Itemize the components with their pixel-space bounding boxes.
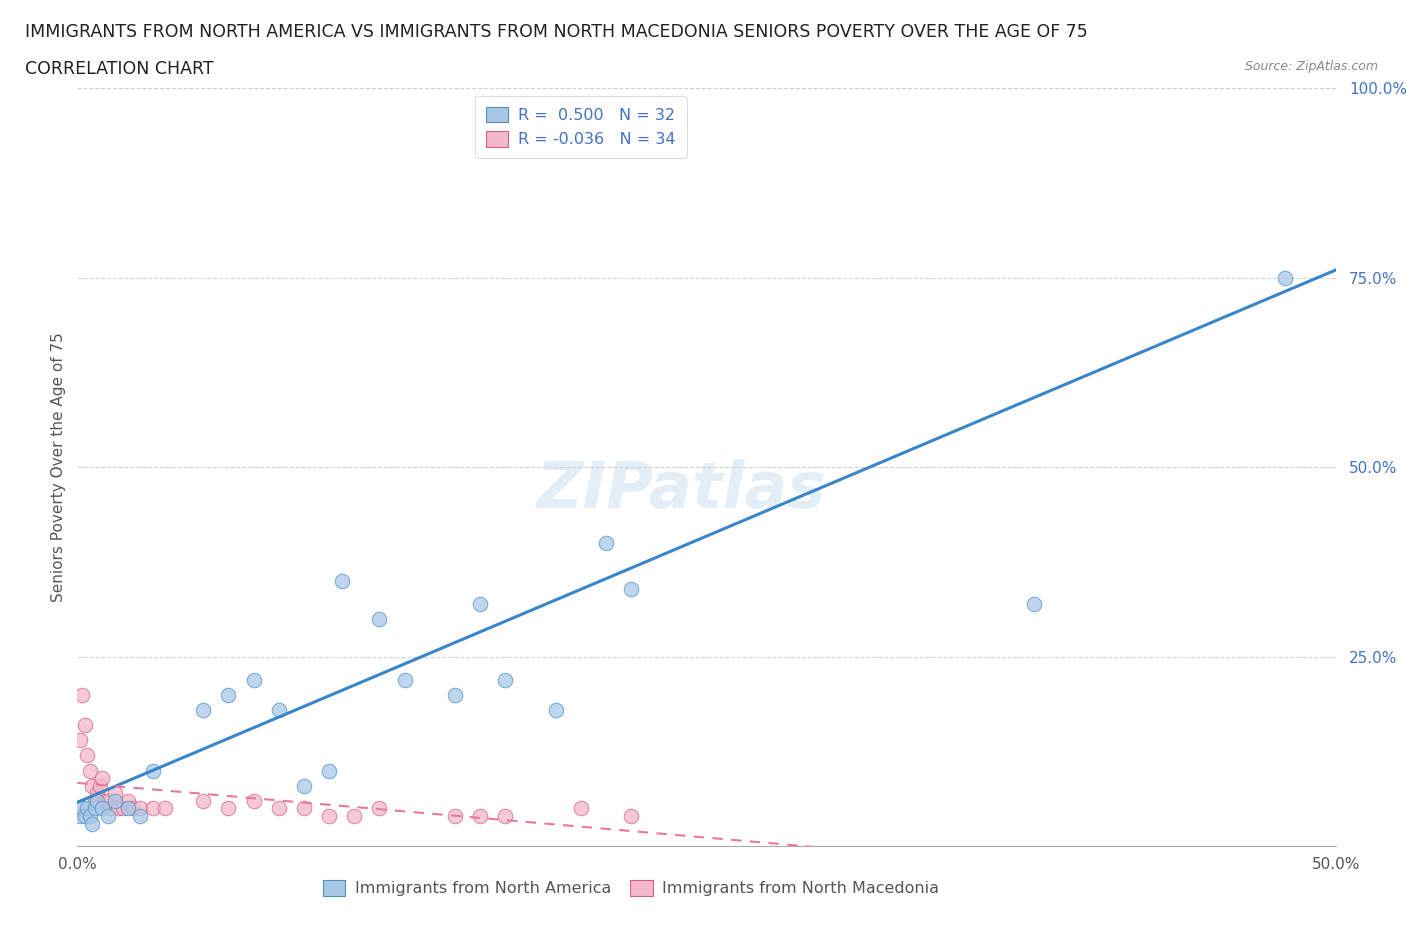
Point [76, 801, 98, 816]
Point [76, 748, 98, 763]
Point [107, 801, 129, 816]
Point [343, 808, 366, 823]
Point [79, 808, 101, 823]
Point [620, 808, 643, 823]
Point [242, 672, 264, 687]
Point [69, 733, 91, 748]
Point [96, 808, 118, 823]
Point [96, 793, 118, 808]
Point [1274, 271, 1296, 286]
Point [368, 612, 391, 627]
Point [89, 778, 111, 793]
Point [117, 801, 139, 816]
Point [330, 574, 353, 589]
Point [86, 786, 108, 801]
Point [73, 718, 96, 733]
Legend: Immigrants from North America, Immigrants from North Macedonia: Immigrants from North America, Immigrant… [316, 874, 946, 903]
Point [494, 808, 516, 823]
Point [191, 702, 215, 717]
Text: CORRELATION CHART: CORRELATION CHART [25, 60, 214, 78]
Point [104, 793, 127, 808]
Point [111, 801, 134, 816]
Point [267, 702, 290, 717]
Point [155, 801, 177, 816]
Point [468, 596, 491, 611]
Point [368, 801, 391, 816]
Point [444, 808, 467, 823]
Text: ZIPatlas: ZIPatlas [537, 459, 827, 521]
Point [86, 793, 108, 808]
Point [242, 793, 264, 808]
Point [267, 801, 290, 816]
Point [91, 771, 114, 786]
Point [142, 801, 165, 816]
Point [217, 801, 239, 816]
Point [72, 687, 94, 702]
Point [82, 817, 104, 831]
Point [91, 801, 114, 816]
Point [98, 801, 121, 816]
Point [84, 793, 107, 808]
Point [82, 778, 104, 793]
Point [1022, 596, 1045, 611]
Point [129, 801, 152, 816]
Point [318, 808, 340, 823]
Text: Source: ZipAtlas.com: Source: ZipAtlas.com [1244, 60, 1378, 73]
Point [494, 672, 516, 687]
Point [69, 808, 91, 823]
Point [468, 808, 491, 823]
Point [142, 763, 165, 777]
Point [292, 801, 315, 816]
Point [73, 808, 96, 823]
Point [121, 801, 143, 816]
Point [292, 778, 315, 793]
Point [318, 763, 340, 777]
Point [94, 793, 117, 808]
Point [569, 103, 592, 118]
Point [394, 672, 416, 687]
Y-axis label: Seniors Poverty Over the Age of 75: Seniors Poverty Over the Age of 75 [51, 332, 66, 603]
Point [595, 536, 617, 551]
Point [620, 581, 643, 596]
Text: IMMIGRANTS FROM NORTH AMERICA VS IMMIGRANTS FROM NORTH MACEDONIA SENIORS POVERTY: IMMIGRANTS FROM NORTH AMERICA VS IMMIGRA… [25, 23, 1088, 41]
Point [191, 793, 215, 808]
Point [444, 687, 467, 702]
Point [129, 808, 152, 823]
Point [117, 793, 139, 808]
Point [84, 801, 107, 816]
Point [217, 687, 239, 702]
Point [72, 801, 94, 816]
Point [79, 763, 101, 777]
Point [544, 702, 567, 717]
Point [569, 801, 592, 816]
Point [104, 786, 127, 801]
